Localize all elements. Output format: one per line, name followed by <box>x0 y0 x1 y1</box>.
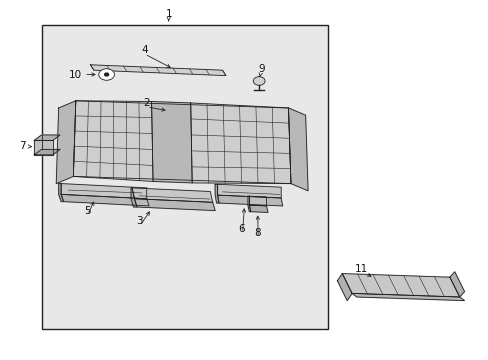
Polygon shape <box>61 194 149 206</box>
Polygon shape <box>73 101 290 184</box>
Polygon shape <box>34 140 53 155</box>
Polygon shape <box>337 274 351 301</box>
Polygon shape <box>134 199 215 211</box>
Polygon shape <box>249 205 267 212</box>
Text: 4: 4 <box>141 45 147 55</box>
Text: 1: 1 <box>165 9 172 19</box>
Polygon shape <box>288 108 307 191</box>
Polygon shape <box>73 101 153 181</box>
Polygon shape <box>34 135 60 140</box>
Polygon shape <box>215 184 219 203</box>
Text: 7: 7 <box>19 141 25 151</box>
Text: 8: 8 <box>254 228 261 238</box>
Text: 6: 6 <box>238 224 245 234</box>
Polygon shape <box>151 102 192 183</box>
Polygon shape <box>190 103 290 184</box>
Circle shape <box>104 73 108 76</box>
Circle shape <box>99 69 114 80</box>
Polygon shape <box>132 188 212 202</box>
Polygon shape <box>90 65 225 76</box>
Circle shape <box>253 77 264 85</box>
Polygon shape <box>34 149 60 155</box>
Polygon shape <box>59 184 63 202</box>
Polygon shape <box>131 188 137 207</box>
Text: 5: 5 <box>83 206 90 216</box>
Polygon shape <box>449 272 464 297</box>
Polygon shape <box>247 196 250 212</box>
Bar <box>41 25 327 329</box>
Polygon shape <box>249 196 266 206</box>
Polygon shape <box>61 184 146 199</box>
Polygon shape <box>56 101 76 184</box>
Polygon shape <box>342 274 459 297</box>
Text: 10: 10 <box>69 69 82 80</box>
Polygon shape <box>351 293 464 301</box>
Polygon shape <box>217 184 281 198</box>
Text: 11: 11 <box>354 264 368 274</box>
Text: 2: 2 <box>143 98 150 108</box>
Text: 9: 9 <box>258 64 264 74</box>
Polygon shape <box>217 195 282 206</box>
Text: 3: 3 <box>136 216 142 226</box>
